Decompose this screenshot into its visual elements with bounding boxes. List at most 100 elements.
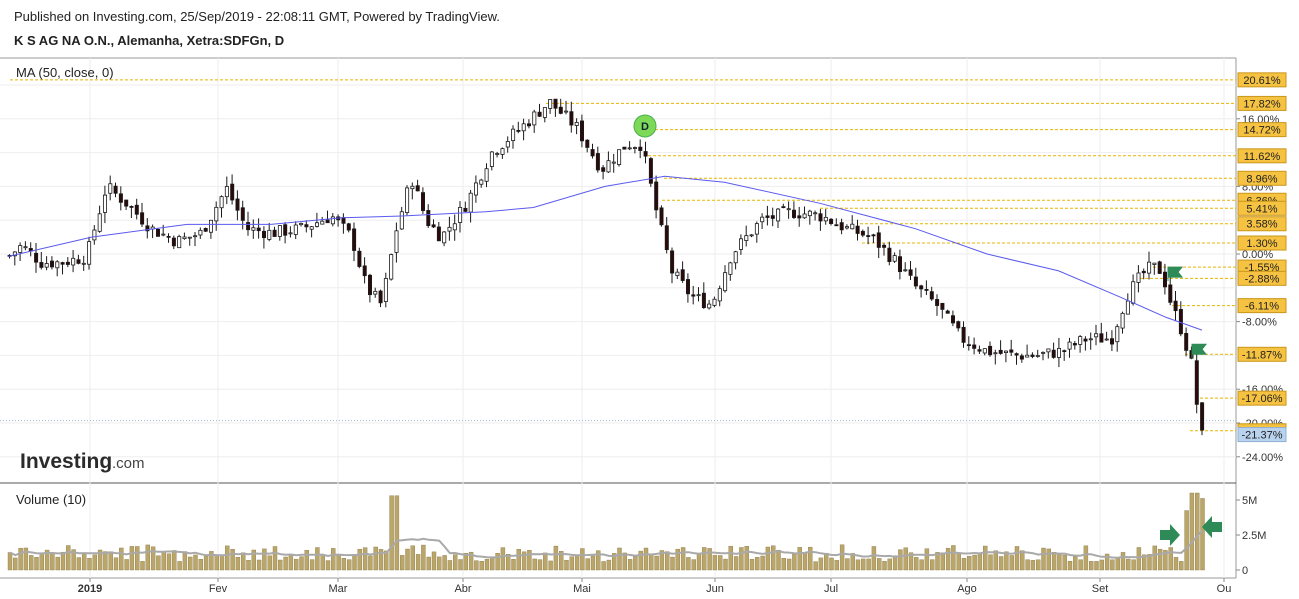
candle-body — [595, 153, 600, 171]
volume-bar — [1025, 559, 1030, 571]
candle-body — [511, 128, 516, 141]
candle-body — [670, 250, 675, 274]
volume-bar — [283, 556, 288, 571]
volume-indicator-label: Volume (10) — [16, 492, 86, 507]
candle-body — [754, 223, 759, 235]
volume-bar — [749, 559, 755, 571]
x-axis-label: Ou — [1217, 583, 1232, 595]
volume-bar — [299, 556, 304, 571]
volume-bar — [532, 558, 537, 571]
candle-body — [309, 226, 314, 230]
volume-bar — [887, 558, 892, 571]
volume-bar — [124, 559, 129, 571]
volume-bar — [744, 546, 749, 571]
candle-body — [929, 291, 934, 300]
candle-body — [1072, 343, 1077, 346]
candle-body — [224, 186, 229, 198]
volume-bar — [421, 544, 426, 571]
candle-body — [1157, 261, 1162, 274]
candle-body — [410, 185, 415, 190]
volume-bar — [802, 552, 808, 571]
level-badge — [1237, 270, 1287, 286]
volume-bar — [983, 545, 988, 571]
volume-bar — [352, 555, 357, 571]
level-badge-label: 17.82% — [1243, 98, 1281, 110]
volume-bar — [1126, 558, 1131, 571]
candle-body — [860, 230, 865, 236]
volume-bar — [585, 558, 590, 571]
volume-bar — [956, 552, 961, 571]
volume-bar — [696, 553, 702, 571]
candles — [7, 98, 1205, 436]
volume-bar — [230, 549, 235, 571]
volume-bar — [718, 555, 723, 571]
candle-body — [325, 219, 330, 224]
volume-bar — [1157, 548, 1163, 571]
candle-body — [850, 223, 855, 230]
volume-bar — [892, 555, 898, 571]
volume-tick-label: 0 — [1242, 565, 1248, 577]
volume-bar — [368, 555, 373, 571]
candle-body — [484, 168, 489, 182]
candle-body — [707, 303, 712, 309]
candle-body — [267, 229, 272, 240]
candle-body — [293, 224, 298, 235]
volume-bar — [394, 495, 400, 571]
volume-bar — [1041, 547, 1046, 571]
pane-frames — [0, 57, 1237, 579]
candle-body — [129, 206, 134, 208]
volume-bar — [320, 554, 325, 571]
candle-body — [882, 244, 887, 248]
volume-bar — [850, 553, 855, 571]
candle-body — [304, 224, 309, 228]
candle-body — [569, 111, 574, 126]
candle-body — [34, 252, 39, 263]
level-badge-label: -11.87% — [1242, 349, 1282, 361]
candle-body — [367, 274, 372, 296]
last-value-badge — [1237, 427, 1287, 443]
volume-bar — [771, 545, 776, 571]
candle-body — [802, 213, 807, 219]
volume-bar — [776, 549, 781, 571]
candle-body — [108, 183, 113, 194]
candle-body — [913, 276, 918, 287]
volume-bar — [1083, 545, 1089, 571]
candle-body — [845, 226, 850, 229]
volume-bar — [1173, 557, 1179, 571]
candle-body — [1141, 270, 1146, 274]
volume-bar — [1147, 554, 1152, 571]
candle-body — [50, 260, 55, 268]
candle-body — [580, 120, 585, 142]
candle-body — [383, 278, 388, 302]
volume-bar — [1057, 554, 1062, 571]
candle-body — [182, 236, 187, 240]
volume-bar — [797, 547, 802, 571]
candle-body — [1147, 261, 1152, 274]
candle-body — [92, 229, 97, 241]
candle-body — [617, 149, 622, 165]
volume-bar — [44, 549, 50, 571]
volume-bar — [1073, 556, 1078, 571]
candle-body — [352, 228, 357, 251]
volume-bar — [728, 545, 733, 571]
volume-bar — [378, 549, 384, 571]
candle-body — [823, 216, 828, 222]
candle-body — [103, 194, 108, 213]
candle-body — [1009, 349, 1014, 353]
d-marker — [633, 114, 657, 138]
volume-bar — [193, 554, 198, 571]
volume-bar — [792, 553, 797, 571]
candle-body — [12, 251, 17, 257]
volume-bar — [156, 555, 161, 571]
candle-body — [256, 227, 261, 232]
candle-body — [638, 146, 643, 151]
volume-bar — [808, 546, 813, 571]
volume-bar — [150, 546, 156, 571]
candle-body — [765, 215, 770, 218]
candle-body — [452, 223, 457, 231]
volume-bar — [606, 559, 612, 571]
level-badge — [1237, 200, 1287, 216]
volume-bar — [1088, 561, 1094, 571]
volume-bar — [951, 545, 956, 571]
